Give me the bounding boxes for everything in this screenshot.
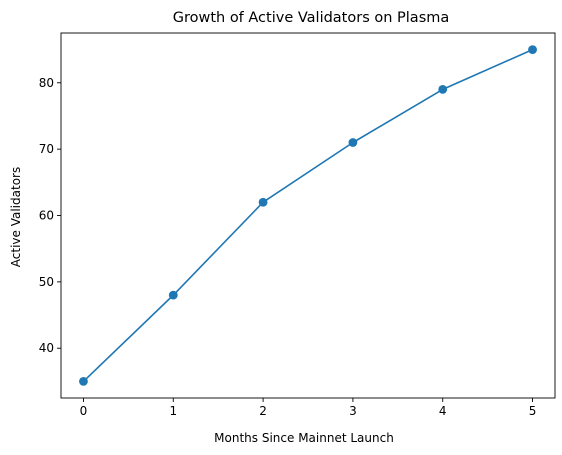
x-tick-label: 2: [259, 404, 267, 418]
data-point: [348, 138, 358, 147]
chart-title: Growth of Active Validators on Plasma: [173, 10, 450, 26]
y-tick-label: 70: [39, 142, 54, 156]
data-point: [528, 45, 537, 54]
x-tick-label: 5: [529, 404, 537, 418]
y-tick-label: 50: [39, 275, 54, 289]
x-axis-ticks: 0 1 2 3 4 5: [80, 398, 537, 418]
x-axis-label: Months Since Mainnet Launch: [214, 431, 394, 445]
y-axis-label: Active Validators: [9, 167, 23, 267]
x-tick-label: 4: [439, 404, 447, 418]
data-point: [168, 290, 178, 300]
series-layer: [79, 45, 537, 386]
data-point: [79, 377, 88, 386]
x-tick-label: 1: [169, 404, 177, 418]
plot-frame: [60, 32, 556, 399]
x-tick-label: 3: [349, 404, 357, 418]
series-line: [82, 48, 533, 382]
x-tick-label: 0: [80, 404, 88, 418]
y-tick-label: 80: [39, 76, 54, 90]
data-point: [258, 197, 268, 207]
y-axis-ticks: 40 50 60 70 80: [39, 76, 61, 355]
y-tick-label: 40: [39, 341, 54, 355]
y-tick-label: 60: [39, 209, 54, 223]
data-point: [438, 85, 448, 94]
